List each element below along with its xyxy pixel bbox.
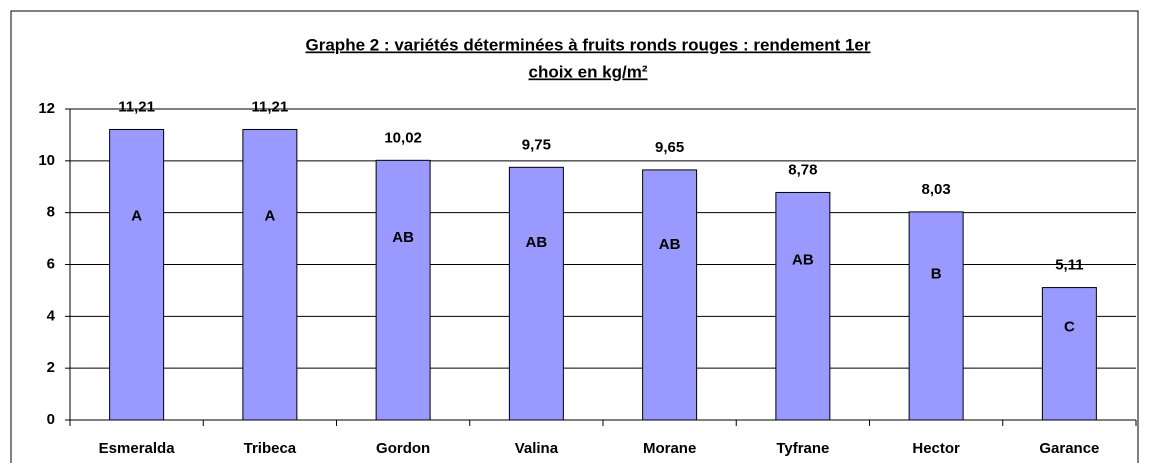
y-tick-label: 12	[38, 100, 55, 117]
group-label: A	[264, 208, 275, 225]
bar	[775, 191, 831, 421]
y-tick-label: 4	[47, 307, 56, 324]
data-label: 11,21	[252, 98, 289, 115]
x-tick-label: Morane	[643, 440, 696, 457]
bar	[1041, 287, 1097, 421]
bar	[375, 159, 431, 421]
group-label: A	[131, 208, 142, 225]
y-tick-label: 2	[47, 359, 55, 376]
x-tick-label: Gordon	[376, 440, 430, 457]
x-tick-label: Valina	[515, 440, 559, 457]
x-tick-label: Garance	[1039, 440, 1099, 457]
x-tick-label: Hector	[912, 440, 960, 457]
chart-title: Graphe 2 : variétés déterminées à fruits…	[306, 35, 871, 54]
group-label: B	[931, 265, 942, 282]
data-label: 8,03	[922, 181, 951, 198]
bar	[908, 211, 964, 421]
chart-border	[10, 10, 1139, 463]
group-label: C	[1064, 318, 1075, 335]
chart-title: choix en kg/m²	[528, 62, 647, 81]
data-label: 9,65	[655, 139, 684, 156]
data-label: 5,11	[1055, 257, 1083, 274]
group-label: AB	[792, 252, 814, 269]
y-tick-label: 0	[47, 411, 55, 428]
data-label: 8,78	[788, 161, 817, 178]
bar	[242, 128, 298, 421]
y-tick-label: 8	[47, 204, 55, 221]
y-tick-label: 10	[38, 152, 55, 169]
y-tick-label: 6	[47, 255, 55, 272]
data-label: 11,21	[118, 98, 155, 115]
data-label: 9,75	[522, 136, 551, 153]
bar	[109, 128, 165, 421]
data-label: 10,02	[384, 129, 422, 146]
group-label: AB	[526, 234, 548, 251]
bar	[642, 169, 698, 421]
x-tick-label: Esmeralda	[99, 440, 176, 457]
bar	[508, 166, 564, 421]
x-tick-label: Tribeca	[244, 440, 297, 457]
group-label: AB	[392, 229, 414, 246]
x-tick-label: Tyfrane	[776, 440, 829, 457]
group-label: AB	[659, 236, 681, 253]
